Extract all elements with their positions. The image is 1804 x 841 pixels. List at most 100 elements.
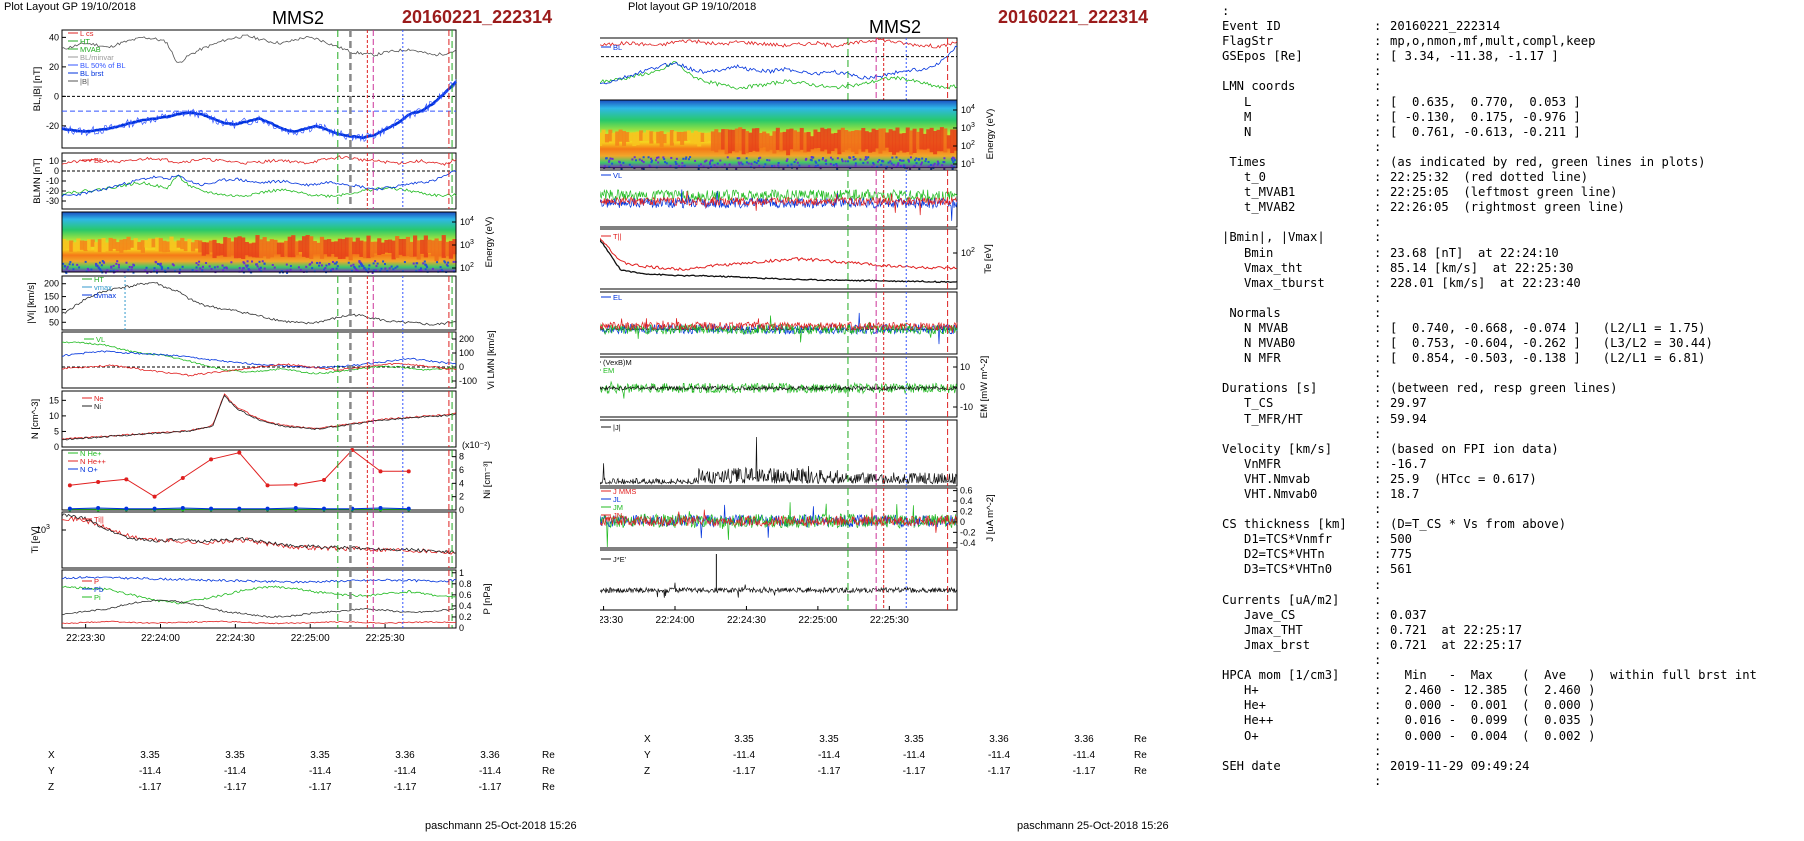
orbit-x-1: 3.35 xyxy=(734,734,754,745)
orbit-z-5: -1.17 xyxy=(478,782,502,793)
summary-colon: : xyxy=(1374,411,1382,426)
spectrogram-noise xyxy=(372,269,375,272)
spectrogram-noise xyxy=(650,157,653,160)
spectrogram-cell xyxy=(714,129,719,153)
series-line xyxy=(61,80,458,140)
summary-value: Min - Max ( Ave ) within full brst int xyxy=(1390,668,1757,683)
orbit-unit-z: Re xyxy=(1134,766,1147,777)
spectrogram-noise xyxy=(358,265,361,268)
spectrogram-noise xyxy=(153,267,156,270)
y-axis-label: N [cm^-3] xyxy=(30,399,41,439)
spectrogram-noise xyxy=(909,167,912,170)
spectrogram-noise xyxy=(198,260,201,263)
event-summary: : Event ID:20160221_222314 FlagStr: mp,o,n… xyxy=(1222,4,1802,794)
orbit-y-4: -11.4 xyxy=(987,750,1011,761)
spectrogram-noise xyxy=(927,161,930,164)
spectrogram-noise xyxy=(651,159,654,162)
spectrogram-noise xyxy=(852,156,855,159)
spectrogram-noise xyxy=(132,271,135,274)
spectrogram-cell xyxy=(441,235,446,258)
spectrogram-cell xyxy=(201,242,206,256)
y-tick-label: 0.6 xyxy=(960,486,973,496)
spectrogram-noise xyxy=(130,268,133,271)
spectrogram-noise xyxy=(773,165,776,168)
spectrogram-cell xyxy=(416,240,421,260)
spectrogram-noise xyxy=(117,263,120,266)
spectrogram-noise xyxy=(361,264,364,267)
spectrogram-noise xyxy=(708,161,711,164)
spectrogram-noise xyxy=(709,159,712,162)
summary-key: SEH date xyxy=(1222,758,1281,773)
orbit-label-y: Y xyxy=(644,750,651,761)
spectrogram-cell xyxy=(79,240,85,250)
orbit-label-z: Z xyxy=(48,782,55,793)
legend-label: (VexB)M xyxy=(603,358,632,367)
spectrogram-noise xyxy=(68,263,71,266)
y-tick-label: -20 xyxy=(46,121,59,131)
spectrogram-noise xyxy=(160,268,163,271)
summary-key: t_0 xyxy=(1222,170,1267,185)
summary-value: 0.000 - 0.004 ( 0.002 ) xyxy=(1390,728,1596,743)
spectrogram-noise xyxy=(299,268,302,271)
summary-line: t_0:22:25:32 (red dotted line) xyxy=(1222,170,1802,185)
spectrogram-noise xyxy=(953,159,956,162)
spectrogram-noise xyxy=(951,156,954,159)
spectrogram-noise xyxy=(841,158,844,161)
spectrogram-cell xyxy=(237,236,242,259)
y-tick-label: 0.8 xyxy=(459,579,472,589)
spectrogram-cell xyxy=(639,130,644,141)
legend-label: BL/minvar xyxy=(80,53,114,62)
y-scale-note: (x10⁻²) xyxy=(462,440,490,450)
spectrogram-noise xyxy=(422,262,425,265)
legend-label: HT xyxy=(80,37,90,46)
spectrogram-cell xyxy=(830,133,835,151)
spectrogram-cell xyxy=(183,241,188,252)
spectrogram-cell xyxy=(309,236,314,259)
summary-line: : xyxy=(1222,502,1802,517)
spectrogram-cell xyxy=(251,242,257,258)
panel-frame xyxy=(600,549,958,611)
data-point xyxy=(67,506,72,511)
spectrogram-cell xyxy=(330,241,335,255)
summary-colon: : xyxy=(1374,336,1382,351)
spectrogram-cell xyxy=(833,132,838,149)
summary-key: N MVAB0 xyxy=(1222,336,1296,351)
spectrogram-noise xyxy=(681,165,684,168)
spectrogram-noise xyxy=(726,156,729,159)
spectrogram-noise xyxy=(687,158,690,161)
spectrogram-noise xyxy=(768,159,771,162)
spectrogram-noise xyxy=(248,269,251,272)
spectrogram-noise xyxy=(818,159,821,162)
series-line xyxy=(600,237,958,272)
spectrogram-cell xyxy=(813,129,818,149)
summary-value: 18.7 xyxy=(1390,487,1420,501)
spectrogram-noise xyxy=(101,260,104,263)
summary-colon: : xyxy=(1374,547,1382,562)
spectrogram-noise xyxy=(309,263,312,266)
spectrogram-cell xyxy=(789,128,794,150)
spectrogram-cell xyxy=(615,131,620,146)
x-tick-label: 22:24:30 xyxy=(216,633,255,644)
middle-header-label: Plot layout GP 19/10/2018 xyxy=(628,1,757,13)
summary-value: 22:25:05 (leftmost green line) xyxy=(1390,185,1618,200)
orbit-label-y: Y xyxy=(48,766,55,777)
spectrogram-cell xyxy=(898,133,903,151)
spectrogram-noise xyxy=(156,269,159,272)
spectrogram-cell xyxy=(187,238,192,252)
y-axis-label: BL,|B| [nT] xyxy=(32,67,43,112)
spectrogram-noise xyxy=(191,269,194,272)
spectrogram-noise xyxy=(289,265,292,268)
y-tick-exponent: 2 xyxy=(470,262,474,269)
spectrogram-noise xyxy=(358,261,361,264)
spectrogram-noise xyxy=(795,158,798,161)
spectrogram-noise xyxy=(835,164,838,167)
spectrogram-cell xyxy=(690,132,695,144)
x-tick-label: 22:25:00 xyxy=(291,633,330,644)
spectrogram-cell xyxy=(943,128,948,153)
spectrogram-noise xyxy=(915,162,918,165)
spectrogram-noise xyxy=(675,157,678,160)
spectrogram-noise xyxy=(109,270,112,273)
spectrogram-cell xyxy=(922,133,927,150)
spectrogram-cell xyxy=(208,240,214,253)
